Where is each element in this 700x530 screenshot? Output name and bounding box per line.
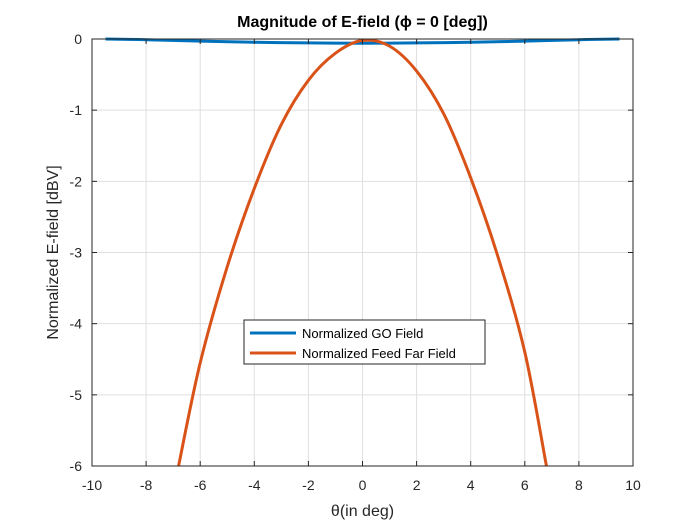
y-axis-label: Normalized E-field [dBV] xyxy=(45,165,62,339)
legend: Normalized GO Field Normalized Feed Far F… xyxy=(243,319,486,365)
x-tick-label: 2 xyxy=(413,477,421,493)
y-tick-label: 0 xyxy=(74,31,82,47)
x-tick-label: -8 xyxy=(140,477,153,493)
y-tick-label: -3 xyxy=(70,245,83,261)
legend-box xyxy=(243,319,486,365)
legend-label-2: Normalized Feed Far Field xyxy=(302,346,456,361)
chart-title: Magnitude of E-field (ϕ = 0 [deg]) xyxy=(237,14,488,31)
x-tick-label: -10 xyxy=(82,477,102,493)
y-tick-label: -2 xyxy=(70,173,83,189)
tick-labels: -10 -8 -6 -4 -2 0 2 4 6 8 10 0 -1 -2 -3 -4 -5 -6 xyxy=(70,31,641,493)
y-tick-label: -1 xyxy=(70,102,83,118)
y-tick-label: -6 xyxy=(70,458,83,474)
x-tick-label: 6 xyxy=(521,477,529,493)
x-tick-label: 8 xyxy=(575,477,583,493)
legend-label-1: Normalized GO Field xyxy=(302,326,423,341)
x-tick-label: -2 xyxy=(302,477,315,493)
x-tick-label: 4 xyxy=(467,477,475,493)
x-tick-label: -4 xyxy=(248,477,261,493)
ticks xyxy=(91,38,634,467)
x-tick-label: 10 xyxy=(625,477,641,493)
x-tick-label: 0 xyxy=(359,477,367,493)
y-tick-label: -5 xyxy=(70,387,83,403)
x-axis-label: θ(in deg) xyxy=(331,503,394,520)
y-tick-label: -4 xyxy=(70,316,83,332)
x-tick-label: -6 xyxy=(194,477,207,493)
